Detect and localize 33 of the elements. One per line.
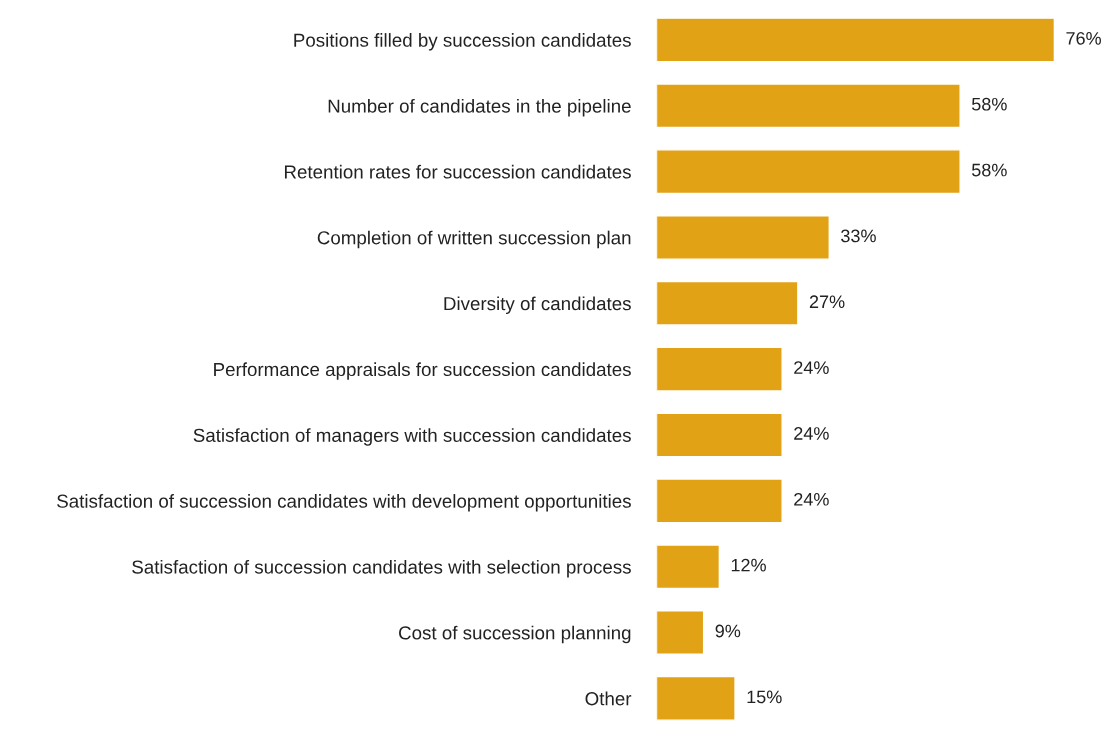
data-label: 9% <box>715 624 741 638</box>
y-tick-label: Satisfaction of managers with succession candidates <box>193 428 631 446</box>
y-tick-label: Number of candidates in the pipeline <box>328 98 631 117</box>
bar <box>656 83 961 129</box>
y-tick-label: Diversity of candidates <box>444 296 631 314</box>
y-tick-label: Satisfaction of succession candidates with development opportunities <box>57 494 631 512</box>
bar <box>656 215 830 260</box>
data-label: 24% <box>794 427 829 440</box>
y-tick-label: Other <box>585 691 632 706</box>
bar <box>656 17 1056 63</box>
y-tick-label: Completion of written succession plan <box>317 230 631 249</box>
bar <box>656 149 961 195</box>
data-label: 58% <box>971 97 1007 111</box>
data-label: 27% <box>809 295 845 309</box>
data-label: 58% <box>971 163 1007 177</box>
bar <box>656 675 736 721</box>
y-tick-label: Satisfaction of succession candidates with selection process <box>132 559 631 578</box>
y-tick-label: Retention rates for succession candidates <box>284 164 631 179</box>
y-tick-label: Performance appraisals for succession candidates <box>214 362 631 380</box>
y-tick-label: Positions filled by succession candidates <box>294 33 631 51</box>
data-label: 12% <box>731 558 766 572</box>
bar <box>656 412 783 458</box>
bar <box>656 544 721 590</box>
bar <box>656 280 799 326</box>
bar <box>656 478 783 524</box>
data-label: 15% <box>747 690 782 704</box>
data-label: 33% <box>841 229 876 243</box>
bar <box>656 610 705 655</box>
data-label: 76% <box>1066 31 1101 45</box>
bar <box>656 346 783 392</box>
data-label: 24% <box>794 361 829 374</box>
data-label: 24% <box>794 492 829 506</box>
y-tick-label: Cost of succession planning <box>399 625 631 644</box>
